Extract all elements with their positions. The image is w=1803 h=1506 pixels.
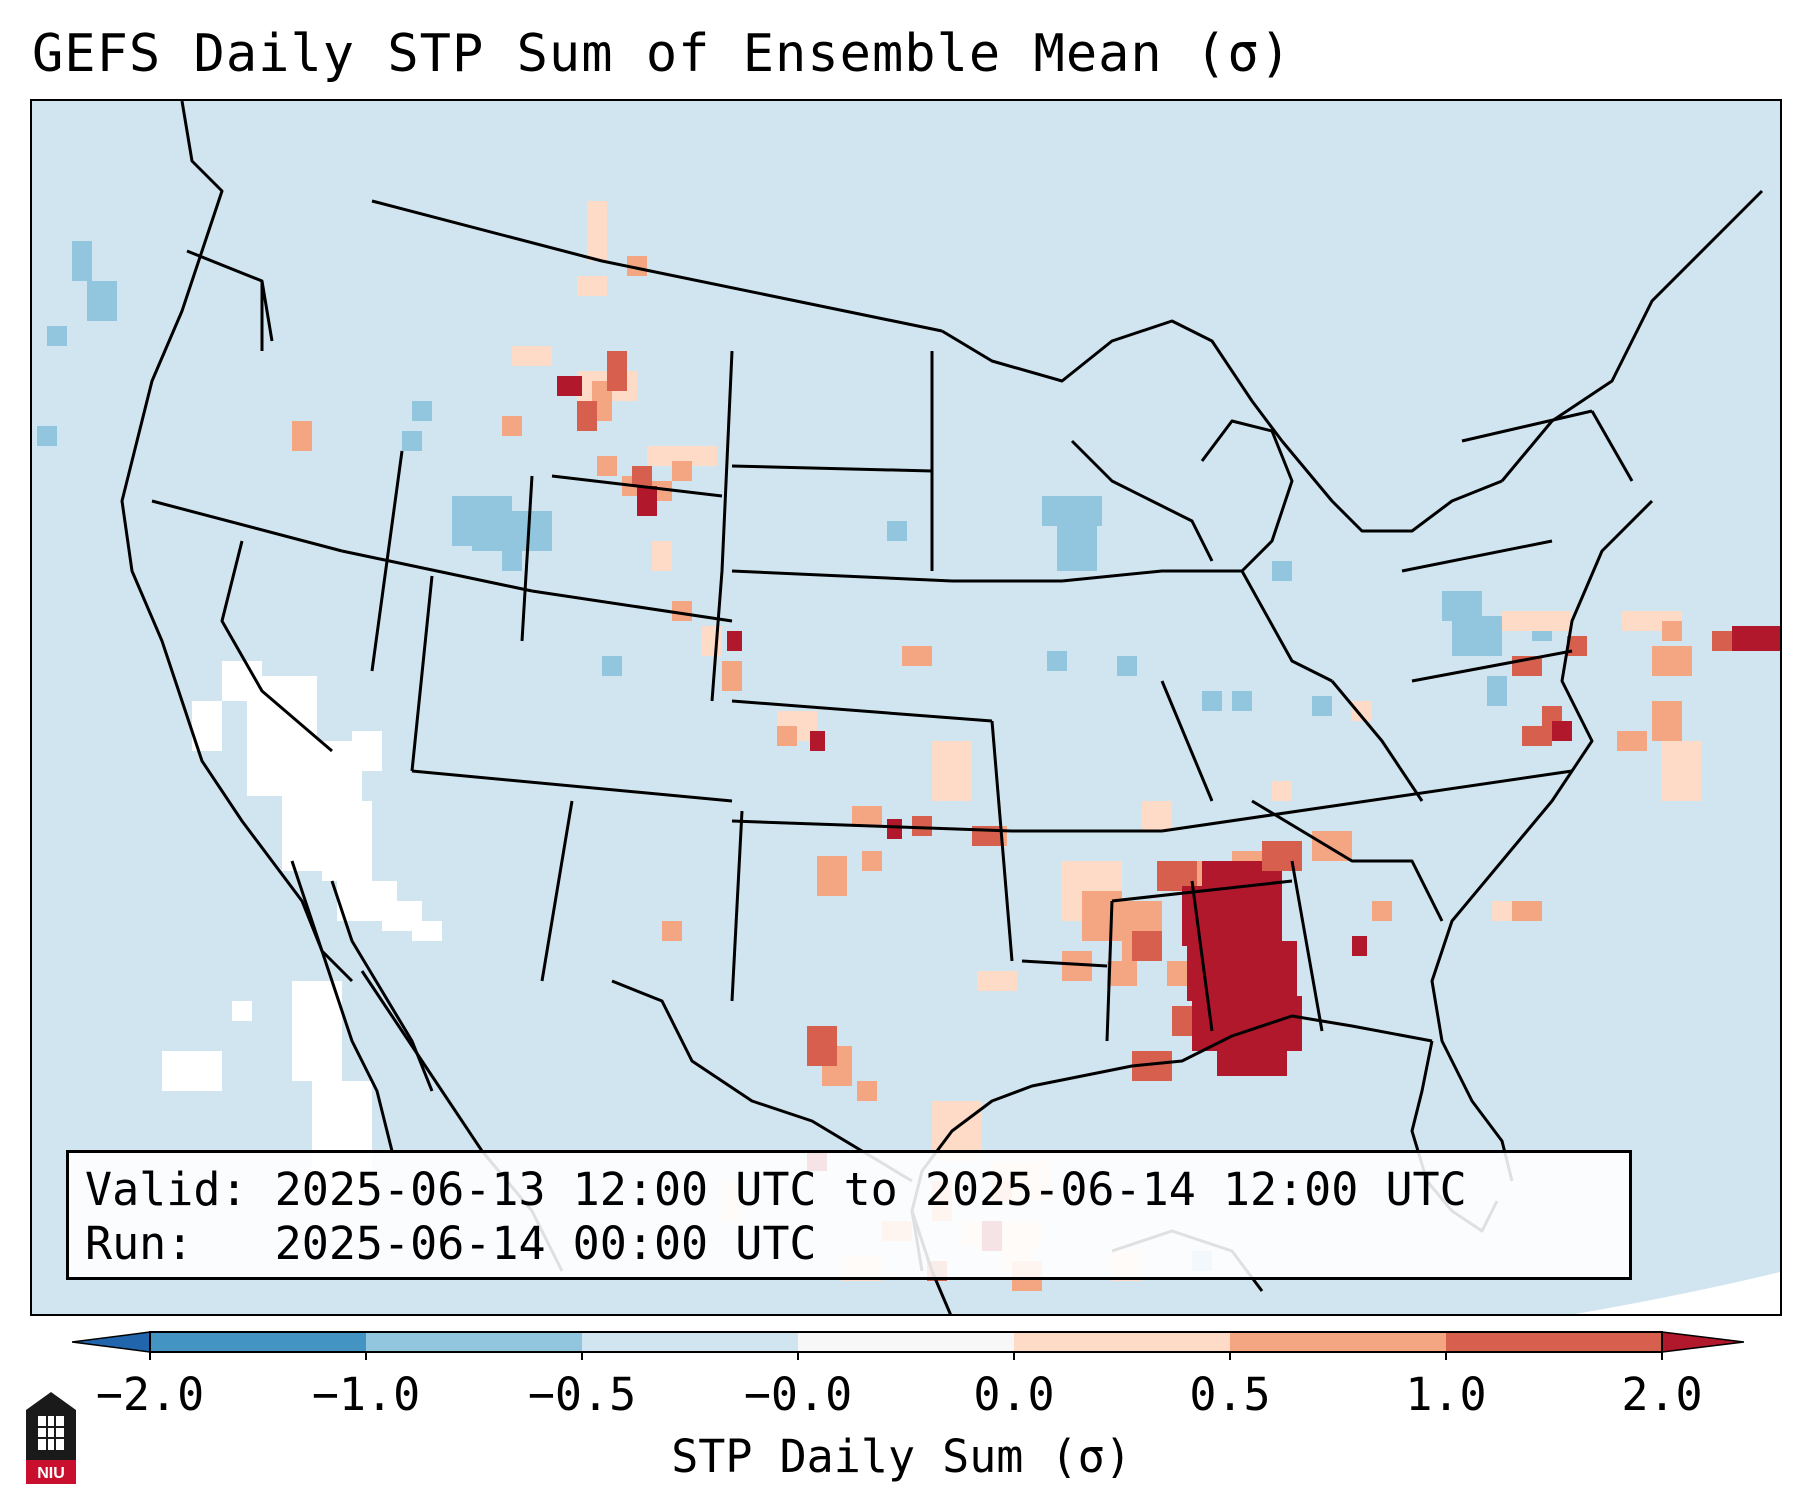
colorbar-tick-label: 0.0: [973, 1368, 1055, 1421]
neutral-areas: [162, 661, 1780, 1314]
colorbar-label: STP Daily Sum (σ): [671, 1430, 1132, 1483]
run-label: Run:: [85, 1217, 194, 1270]
colorbar-tick-label: −2.0: [95, 1368, 205, 1421]
map-panel: [30, 99, 1782, 1316]
run-time: 2025-06-14 00:00 UTC: [274, 1217, 817, 1270]
colorbar-tick-label: −0.5: [527, 1368, 637, 1421]
negative-anomaly-areas: [37, 241, 1552, 1271]
colorbar-extend-low: [72, 1331, 151, 1353]
colorbar-tick-label: −1.0: [311, 1368, 421, 1421]
colorbar-bin: [1446, 1332, 1662, 1352]
colorbar-tick-marks: [149, 1352, 1663, 1360]
colorbar-bin: [798, 1332, 1014, 1352]
stp-map: [32, 101, 1780, 1314]
colorbar-tick-label: 2.0: [1621, 1368, 1703, 1421]
logo-text: NIU: [37, 1465, 65, 1482]
colorbar-tick-label: 1.0: [1405, 1368, 1487, 1421]
colorbar: [72, 1331, 1744, 1360]
colorbar-bin: [366, 1332, 582, 1352]
map-title: GEFS Daily STP Sum of Ensemble Mean (σ): [32, 24, 1292, 84]
valid-run-info-box: Valid: 2025-06-13 12:00 UTC to 2025-06-1…: [66, 1150, 1632, 1280]
valid-label: Valid:: [85, 1163, 248, 1216]
niu-logo: NIU: [26, 1392, 76, 1484]
colorbar-tick-label: 0.5: [1189, 1368, 1271, 1421]
colorbar-bin: [1230, 1332, 1446, 1352]
colorbar-tick-label: −0.0: [743, 1368, 853, 1421]
colorbar-bin: [150, 1332, 366, 1352]
valid-time-range: 2025-06-13 12:00 UTC to 2025-06-14 12:00…: [274, 1163, 1467, 1216]
colorbar-bin: [582, 1332, 798, 1352]
colorbar-extend-high: [1661, 1331, 1744, 1353]
colorbar-outline: [149, 1331, 1663, 1353]
colorbar-bin: [1014, 1332, 1230, 1352]
